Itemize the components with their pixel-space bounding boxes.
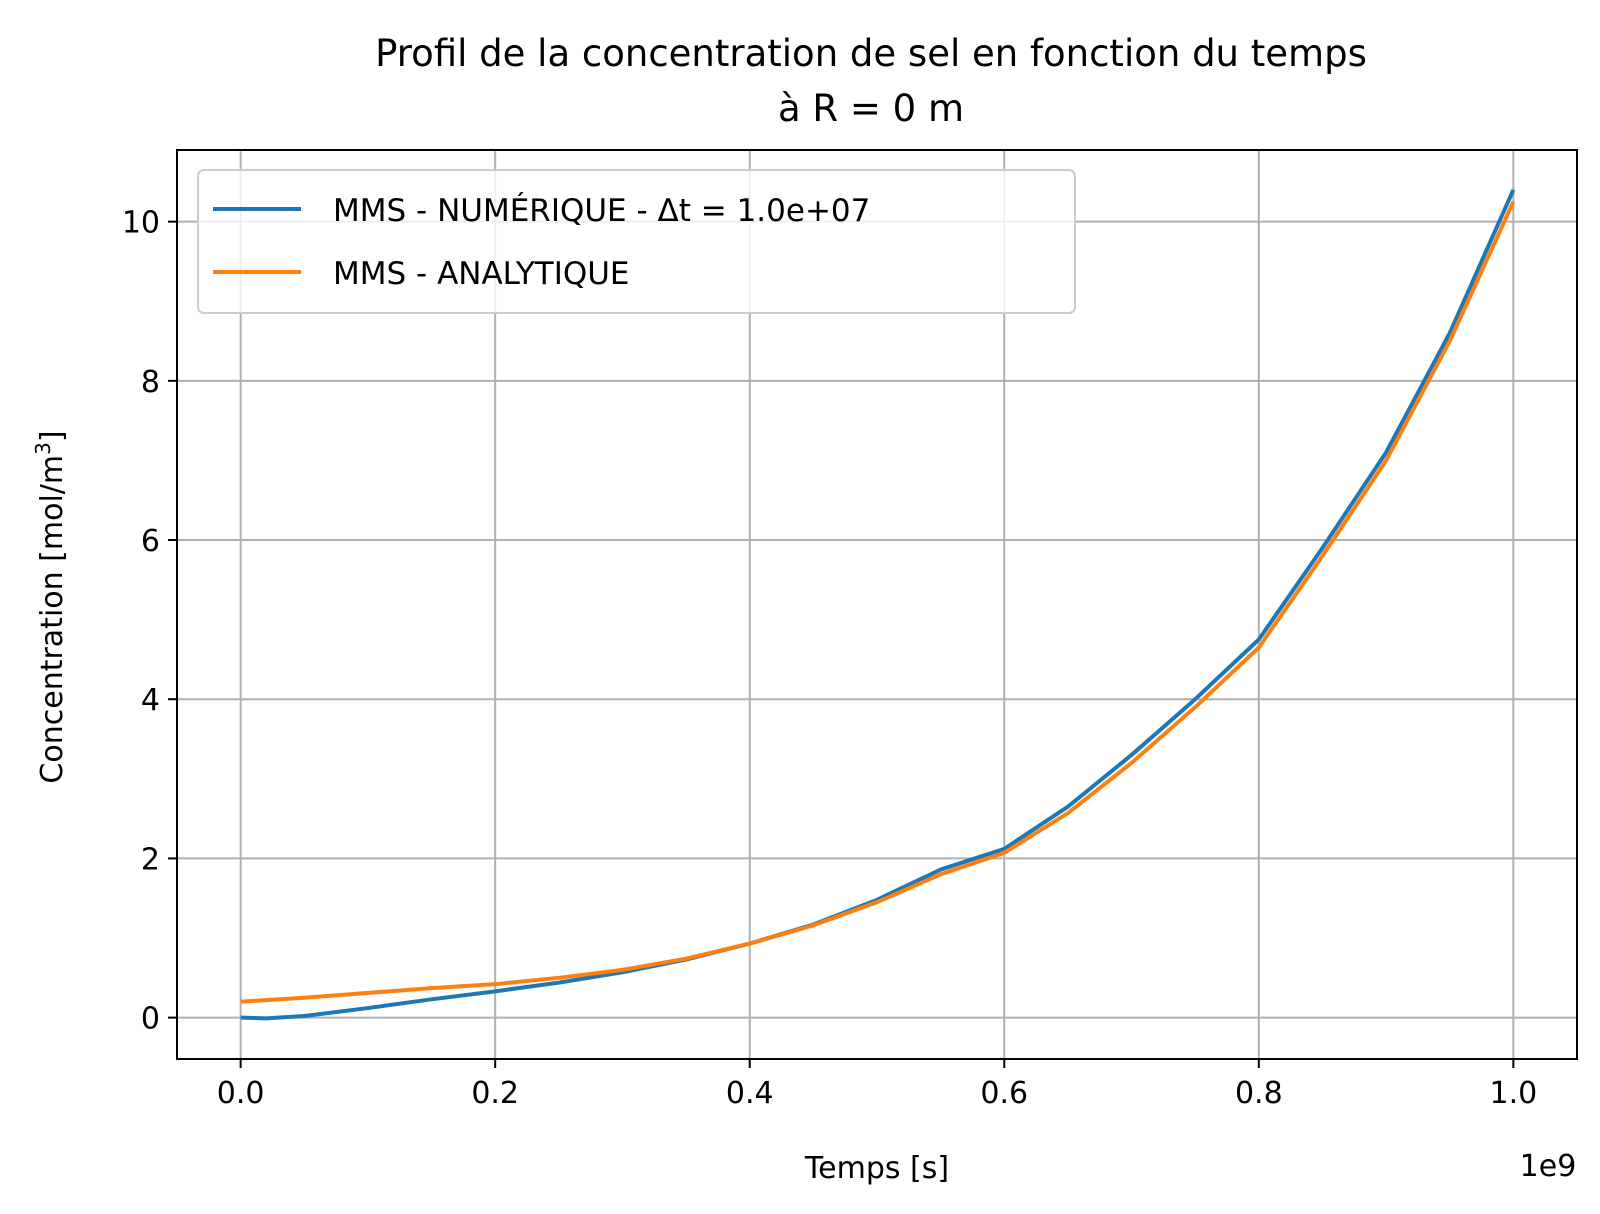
y-axis-label-close: ] <box>35 430 70 442</box>
x-tick-label: 0.6 <box>980 1076 1028 1111</box>
series-line-numerique <box>240 188 1516 1021</box>
x-axis-label: Temps [s] <box>804 1151 949 1186</box>
x-tick-label: 0.4 <box>726 1076 774 1111</box>
chart-title: Profil de la concentration de sel en fon… <box>375 32 1367 75</box>
legend: MMS - NUMÉRIQUE - Δt = 1.0e+07 MMS - ANA… <box>197 169 1076 314</box>
y-axis-label-superscript: 3 <box>31 442 55 455</box>
legend-label-analytique: MMS - ANALYTIQUE <box>333 256 630 292</box>
y-tick-label: 0 <box>141 1002 160 1037</box>
series-line-analytique <box>240 200 1516 1004</box>
y-tick-label: 2 <box>141 842 160 877</box>
y-axis-label: Concentration [mol/m3] <box>31 430 70 783</box>
y-axis-label-main: Concentration [mol/m <box>35 455 70 784</box>
legend-label-numerique: MMS - NUMÉRIQUE - Δt = 1.0e+07 <box>333 193 870 229</box>
series-layer <box>240 188 1516 1021</box>
y-axis: 0 2 4 6 8 10 <box>122 206 177 1037</box>
y-tick-label: 4 <box>141 683 160 718</box>
x-tick-label: 0.2 <box>471 1076 519 1111</box>
y-tick-label: 6 <box>141 524 160 559</box>
legend-box <box>197 169 1076 314</box>
x-tick-label: 1.0 <box>1490 1076 1538 1111</box>
y-tick-label: 10 <box>122 206 160 241</box>
plot-frame <box>176 149 1578 1060</box>
x-tick-label: 0.8 <box>1235 1076 1283 1111</box>
x-offset-label: 1e9 <box>1520 1149 1577 1184</box>
y-tick-label: 8 <box>141 365 160 400</box>
chart-title-line2: à R = 0 m <box>778 87 964 130</box>
x-axis: 0.0 0.2 0.4 0.6 0.8 1.0 <box>217 1059 1537 1111</box>
x-tick-label: 0.0 <box>217 1076 265 1111</box>
